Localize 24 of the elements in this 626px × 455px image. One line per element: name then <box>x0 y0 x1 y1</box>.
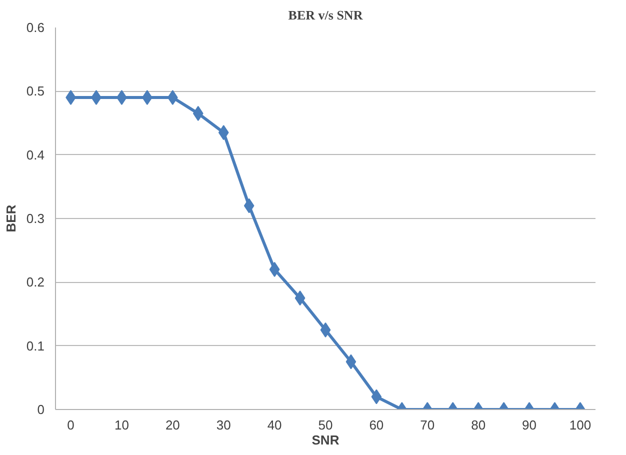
y-tick-label: 0.1 <box>26 338 45 354</box>
x-tick-label: 100 <box>569 418 592 432</box>
x-tick-label: 80 <box>471 418 486 432</box>
x-tick-label: 0 <box>67 418 74 432</box>
x-tick-label: 30 <box>216 418 231 432</box>
x-tick-label: 10 <box>114 418 129 432</box>
x-tick-label: 60 <box>369 418 384 432</box>
y-tick-label: 0 <box>37 402 45 417</box>
point <box>192 106 204 121</box>
y-tick-label: 0.4 <box>26 147 45 162</box>
y-tick-label: 0.2 <box>26 274 45 290</box>
chart-title: BER v/s SNR <box>288 8 364 22</box>
y-axis-title: BER <box>3 204 18 232</box>
point <box>218 125 229 140</box>
x-axis-title: SNR <box>312 432 340 448</box>
point <box>244 198 254 214</box>
y-tick-label: 0.6 <box>26 20 45 35</box>
y-tick-label: 0.3 <box>26 211 45 226</box>
x-tick-label: 40 <box>267 418 282 432</box>
x-tick-label: 50 <box>318 418 333 432</box>
x-tick-label: 20 <box>165 418 180 432</box>
y-tick-label: 0.5 <box>26 84 45 99</box>
x-tick-label: 90 <box>522 418 537 432</box>
x-tick-label: 70 <box>420 418 435 432</box>
